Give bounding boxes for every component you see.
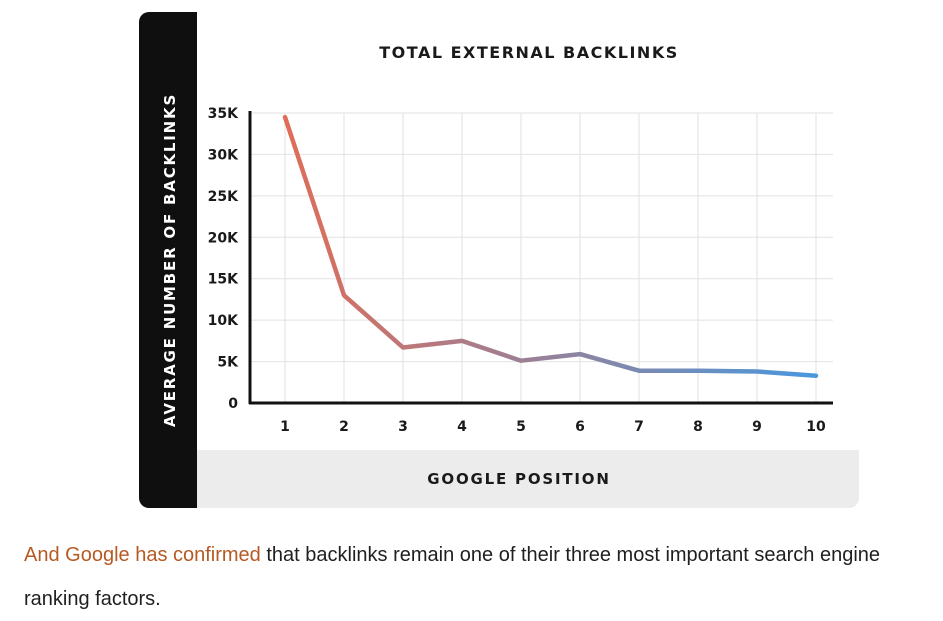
x-tick-label: 1 xyxy=(280,419,290,435)
y-tick-label: 25K xyxy=(208,189,239,205)
y-tick-label: 20K xyxy=(208,230,239,246)
chart-card: TOTAL EXTERNAL BACKLINKS AVERAGE NUMBER … xyxy=(139,12,859,508)
y-axis-label: AVERAGE NUMBER OF BACKLINKS xyxy=(161,93,179,427)
caption-paragraph: And Google has confirmed that backlinks … xyxy=(24,533,943,621)
x-tick-label: 5 xyxy=(516,419,526,435)
x-tick-label: 8 xyxy=(693,419,703,435)
chart-title: TOTAL EXTERNAL BACKLINKS xyxy=(379,43,678,62)
y-axis-sidebar xyxy=(139,12,197,508)
x-axis-label: GOOGLE POSITION xyxy=(427,470,610,488)
x-axis-band xyxy=(197,450,859,508)
backlinks-series-line xyxy=(282,114,819,378)
x-tick-label: 7 xyxy=(634,419,644,435)
caption-text: that backlinks remain one of their three… xyxy=(24,544,881,610)
y-tick-label: 0 xyxy=(228,396,238,412)
y-tick-label: 10K xyxy=(208,313,239,329)
x-tick-label: 6 xyxy=(575,419,585,435)
x-tick-label: 9 xyxy=(752,419,762,435)
x-tick-label: 4 xyxy=(457,419,467,435)
x-tick-label: 3 xyxy=(398,419,408,435)
y-tick-label: 15K xyxy=(208,272,239,288)
y-tick-label: 30K xyxy=(208,147,239,163)
y-tick-label: 35K xyxy=(208,106,239,122)
x-tick-label: 10 xyxy=(806,419,826,435)
y-tick-label: 5K xyxy=(217,355,239,371)
google-confirmed-link[interactable]: And Google has confirmed xyxy=(24,544,261,566)
backlinks-line-chart: TOTAL EXTERNAL BACKLINKS AVERAGE NUMBER … xyxy=(139,12,859,508)
x-tick-label: 2 xyxy=(339,419,349,435)
